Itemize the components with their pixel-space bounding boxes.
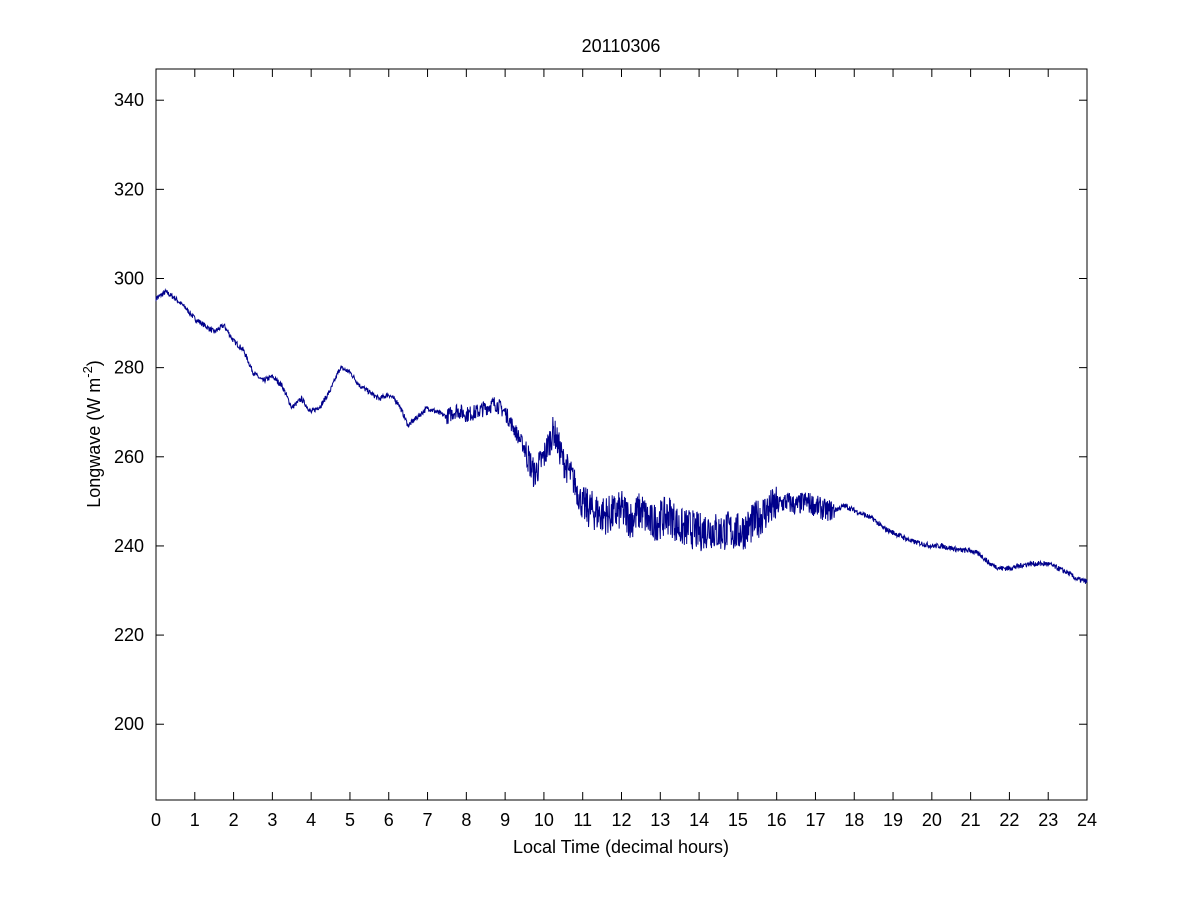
y-tick-labels: 200 220 240 260 280 300 320 340 (114, 90, 144, 734)
longwave-series-line (155, 287, 1088, 584)
y-axis-title: Longwave (W m-2) (80, 360, 104, 508)
x-tick-label: 9 (500, 810, 510, 830)
x-tick-label: 14 (689, 810, 709, 830)
x-tick-label: 3 (267, 810, 277, 830)
x-tick-label: 23 (1038, 810, 1058, 830)
x-tick-label: 18 (844, 810, 864, 830)
y-tick-label: 340 (114, 90, 144, 110)
x-axis-title: Local Time (decimal hours) (513, 837, 729, 857)
y-tick-label: 200 (114, 714, 144, 734)
y-tick-label: 280 (114, 358, 144, 378)
x-tick-label: 11 (573, 810, 592, 830)
x-tick-label: 20 (922, 810, 942, 830)
x-tick-label: 0 (151, 810, 161, 830)
x-tick-label: 22 (999, 810, 1019, 830)
x-tick-label: 13 (650, 810, 670, 830)
x-tick-label: 8 (461, 810, 471, 830)
x-tick-labels: 0 1 2 3 4 5 6 7 8 9 10 11 12 13 14 15 16 17 18 19 20 21 22 23 24 (151, 810, 1097, 830)
x-tick-label: 21 (961, 810, 981, 830)
chart-title: 20110306 (582, 36, 661, 56)
x-tick-label: 1 (190, 810, 200, 830)
axis-ticks (155, 69, 1088, 800)
x-tick-label: 15 (728, 810, 748, 830)
x-tick-label: 5 (345, 810, 355, 830)
x-tick-label: 6 (384, 810, 394, 830)
y-tick-label: 300 (114, 268, 144, 288)
x-tick-label: 4 (306, 810, 316, 830)
x-tick-label: 12 (611, 810, 631, 830)
y-tick-label: 320 (114, 179, 144, 199)
y-tick-label: 240 (114, 536, 144, 556)
y-axis-title-superscript: -2 (80, 366, 95, 378)
y-tick-label: 220 (114, 625, 144, 645)
x-tick-label: 10 (534, 810, 554, 830)
x-tick-label: 2 (229, 810, 239, 830)
plot-area (155, 68, 1088, 801)
y-tick-label: 260 (114, 447, 144, 467)
x-tick-label: 16 (767, 810, 787, 830)
x-tick-label: 19 (883, 810, 903, 830)
y-axis-title-suffix: ) (84, 360, 104, 366)
y-axis-title-main: Longwave (W m (84, 378, 104, 508)
x-tick-label: 24 (1077, 810, 1097, 830)
x-tick-label: 7 (423, 810, 433, 830)
x-tick-label: 17 (805, 810, 825, 830)
